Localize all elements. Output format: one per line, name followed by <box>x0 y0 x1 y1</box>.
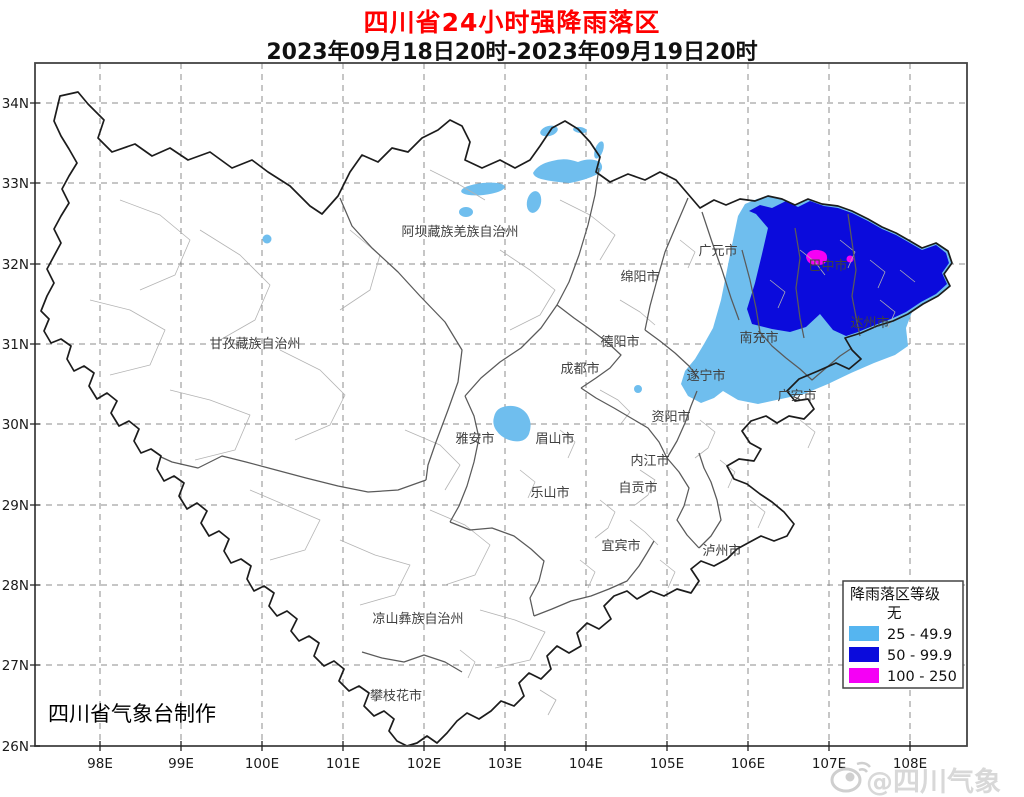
lon-label: 98E <box>87 756 113 772</box>
city-label-panzhihua: 攀枝花市 <box>370 688 422 704</box>
lon-label: 99E <box>168 756 194 772</box>
lon-label: 102E <box>407 756 441 772</box>
city-label-yibin: 宜宾市 <box>601 538 640 554</box>
lat-label: 29N <box>2 498 29 514</box>
county-boundaries <box>89 169 916 716</box>
lat-label: 31N <box>2 337 29 353</box>
lat-label: 32N <box>2 257 29 273</box>
rain-area-heavy <box>747 201 949 336</box>
city-labels: 阿坝藏族羌族自治州 广元市 绵阳市 巴中市 达州市 甘孜藏族自治州 德阳市 南充… <box>209 224 889 704</box>
lon-label: 104E <box>569 756 603 772</box>
legend-swatch-none <box>849 605 879 620</box>
lon-label: 107E <box>812 756 846 772</box>
lat-label: 26N <box>2 739 29 755</box>
city-label-ganzi: 甘孜藏族自治州 <box>209 336 300 352</box>
axis-ticks <box>30 102 911 751</box>
page-title: 四川省24小时强降雨落区 <box>363 8 661 37</box>
longitude-labels: 98E 99E 100E 101E 102E 103E 104E 105E 10… <box>87 756 927 772</box>
legend-label-light: 25 - 49.9 <box>887 627 952 643</box>
lon-label: 108E <box>893 756 927 772</box>
lat-label: 28N <box>2 578 29 594</box>
city-label-liangshan: 凉山彝族自治州 <box>372 611 463 627</box>
legend-swatch-light <box>849 626 879 641</box>
city-label-ziyang: 资阳市 <box>651 409 690 425</box>
city-label-deyang: 德阳市 <box>600 334 639 350</box>
legend-title: 降雨落区等级 <box>850 585 940 603</box>
city-label-aba: 阿坝藏族羌族自治州 <box>401 224 518 240</box>
watermark-text: @四川气象 <box>866 766 1001 797</box>
city-label-guangan: 广安市 <box>777 388 816 404</box>
lat-label: 27N <box>2 658 29 674</box>
watermark: @四川气象 <box>830 761 1001 797</box>
graticule-grid <box>35 63 967 746</box>
legend-label-heavy: 50 - 99.9 <box>887 648 952 664</box>
lon-label: 100E <box>245 756 279 772</box>
lat-label: 30N <box>2 417 29 433</box>
latitude-labels: 34N 33N 32N 31N 30N 29N 28N 27N 26N <box>2 96 29 755</box>
credit-text: 四川省气象台制作 <box>48 702 216 726</box>
legend-label-none: 无 <box>887 606 902 622</box>
legend-swatch-extreme <box>849 668 879 683</box>
city-label-zigong: 自贡市 <box>618 480 657 496</box>
page-subtitle: 2023年09月18日20时-2023年09月19日20时 <box>266 40 758 65</box>
city-label-suining: 遂宁市 <box>686 368 725 384</box>
legend: 降雨落区等级 无 25 - 49.9 50 - 99.9 100 - 250 <box>842 580 964 689</box>
city-label-bazhong: 巴中市 <box>808 258 847 274</box>
city-label-yaan: 雅安市 <box>455 431 494 447</box>
city-label-leshan: 乐山市 <box>530 485 569 501</box>
lat-label: 34N <box>2 96 29 112</box>
lon-label: 106E <box>731 756 765 772</box>
rain-area-extreme <box>806 249 854 266</box>
legend-label-extreme: 100 - 250 <box>887 669 957 685</box>
city-label-guangyuan: 广元市 <box>698 243 737 259</box>
map-frame <box>34 62 968 747</box>
lat-label: 33N <box>2 176 29 192</box>
city-label-chengdu: 成都市 <box>560 361 599 377</box>
lon-label: 105E <box>650 756 684 772</box>
city-label-dazhou: 达州市 <box>850 315 889 331</box>
city-label-mianyang: 绵阳市 <box>620 269 659 285</box>
lon-label: 103E <box>488 756 522 772</box>
city-label-neijiang: 内江市 <box>630 453 669 469</box>
legend-swatch-heavy <box>849 647 879 662</box>
lon-label: 101E <box>326 756 360 772</box>
prefecture-boundaries <box>160 167 861 673</box>
city-label-nanchong: 南充市 <box>739 330 778 346</box>
city-label-meishan: 眉山市 <box>535 431 574 447</box>
city-label-luzhou: 泸州市 <box>702 543 741 559</box>
weibo-icon <box>830 761 871 793</box>
sichuan-province-outline <box>40 91 953 747</box>
